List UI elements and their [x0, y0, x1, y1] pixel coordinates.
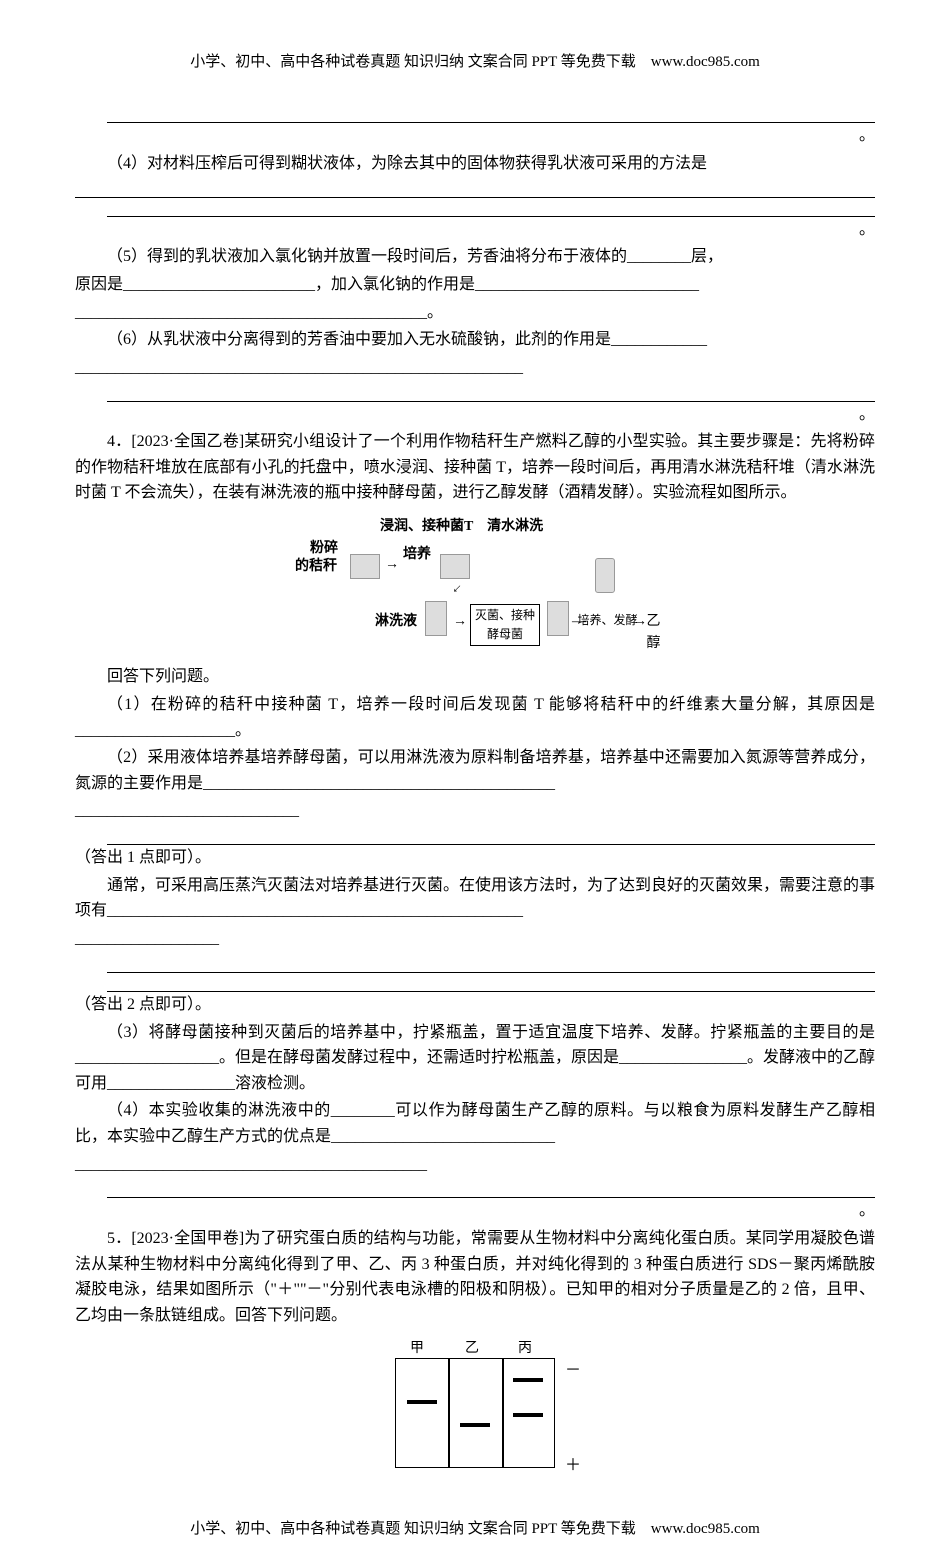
fig1-wash-label: 淋洗液	[375, 611, 417, 633]
period: 。	[75, 217, 875, 243]
main-content: 。 （4）对材料压榨后可得到糊状液体，为除去其中的固体物获得乳状液可采用的方法是…	[75, 104, 875, 1487]
fig1-flask2-icon	[547, 601, 569, 636]
q4-q2a: （2）采用液体培养基培养酵母菌，可以用淋洗液为原料制备培养基，培养基中还需要加入…	[75, 745, 875, 796]
q4-q3: （3）将酵母菌接种到灭菌后的培养基中，拧紧瓶盖，置于适宜温度下培养、发酵。拧紧瓶…	[75, 1020, 875, 1097]
q5-title: 5．[2023·全国甲卷]为了研究蛋白质的结构与功能，常需要从生物材料中分离纯化…	[75, 1226, 875, 1328]
arrow-icon: —	[572, 611, 586, 633]
q4-sub5c: ________________________________________…	[75, 300, 875, 326]
blank-line	[75, 178, 875, 197]
fig1-top-label: 浸润、接种菌T 清水淋洗	[380, 516, 543, 538]
fig2-plus: ＋	[565, 1453, 581, 1479]
fig1-tray2-icon	[440, 554, 470, 579]
figure2-container: 甲 乙 丙 － ＋	[75, 1338, 875, 1487]
period: 。	[75, 402, 875, 428]
fig2-minus: －	[565, 1358, 581, 1384]
fig2-band-yi	[460, 1423, 490, 1427]
figure1: 浸润、接种菌T 清水淋洗 粉碎 的秸秆 → 培养 ↓ 淋洗液 → 灭菌、接种酵母…	[285, 516, 665, 646]
q4-q2f: （答出 2 点即可）。	[75, 992, 875, 1018]
blank-line	[107, 198, 875, 217]
q4-sub6b: ________________________________________…	[75, 355, 875, 381]
fig1-flask1-icon	[425, 601, 447, 636]
fig2-band-bing2	[513, 1413, 543, 1417]
q4-q2b: ____________________________	[75, 798, 875, 824]
figure2: 甲 乙 丙 － ＋	[375, 1338, 575, 1478]
fig1-tray-icon	[350, 554, 380, 579]
period: 。	[75, 123, 875, 149]
blank-line	[107, 1179, 875, 1198]
fig1-straw-label: 的秸秆	[295, 556, 337, 578]
q4-q2d: 通常，可采用高压蒸汽灭菌法对培养基进行灭菌。在使用该方法时，为了达到良好的灭菌效…	[75, 873, 875, 924]
fig1-sterilize-box: 灭菌、接种酵母菌	[470, 604, 540, 646]
q4-answer-title: 回答下列问题。	[75, 664, 875, 690]
fig2-band-bing1	[513, 1378, 543, 1382]
blank-line	[107, 973, 875, 992]
fig2-divider	[502, 1358, 504, 1468]
fig1-ethanol-label: 乙醇	[642, 611, 665, 656]
fig1-cultivate-label: 培养	[403, 544, 431, 566]
blank-line	[107, 104, 875, 123]
q4-sub6a: （6）从乳状液中分离得到的芳香油中要加入无水硫酸钠，此剂的作用是________…	[75, 327, 875, 353]
arrow-icon: →	[453, 611, 467, 633]
blank-line	[107, 954, 875, 973]
q4-sub5a: （5）得到的乳状液加入氯化钠并放置一段时间后，芳香油将分布于液体的_______…	[75, 244, 875, 270]
q4-sub4: （4）对材料压榨后可得到糊状液体，为除去其中的固体物获得乳状液可采用的方法是	[75, 151, 875, 177]
figure1-container: 浸润、接种菌T 清水淋洗 粉碎 的秸秆 → 培养 ↓ 淋洗液 → 灭菌、接种酵母…	[75, 516, 875, 655]
page-header: 小学、初中、高中各种试卷真题 知识归纳 文案合同 PPT 等免费下载 www.d…	[75, 50, 875, 74]
page-footer: 小学、初中、高中各种试卷真题 知识归纳 文案合同 PPT 等免费下载 www.d…	[75, 1517, 875, 1541]
q4-q4b: ________________________________________…	[75, 1152, 875, 1178]
blank-line	[107, 382, 875, 401]
q4-q4a: （4）本实验收集的淋洗液中的________可以作为酵母菌生产乙醇的原料。与以粮…	[75, 1098, 875, 1149]
period: 。	[75, 1198, 875, 1224]
q4-q2c: （答出 1 点即可）。	[75, 845, 875, 871]
blank-line	[107, 826, 875, 845]
fig2-divider	[448, 1358, 450, 1468]
q4-q1: （1）在粉碎的秸秆中接种菌 T，培养一段时间后发现菌 T 能够将秸秆中的纤维素大…	[75, 692, 875, 743]
q4-q2e: __________________	[75, 926, 875, 952]
arrow-icon: →	[385, 554, 399, 576]
fig2-band-jia	[407, 1400, 437, 1404]
q4-sub5b: 原因是________________________，加入氯化钠的作用是___…	[75, 272, 875, 298]
arrow-icon: ↓	[446, 579, 467, 600]
q4-title: 4．[2023·全国乙卷]某研究小组设计了一个利用作物秸秆生产燃料乙醇的小型实验…	[75, 429, 875, 506]
fig1-bottle-icon	[595, 558, 615, 593]
